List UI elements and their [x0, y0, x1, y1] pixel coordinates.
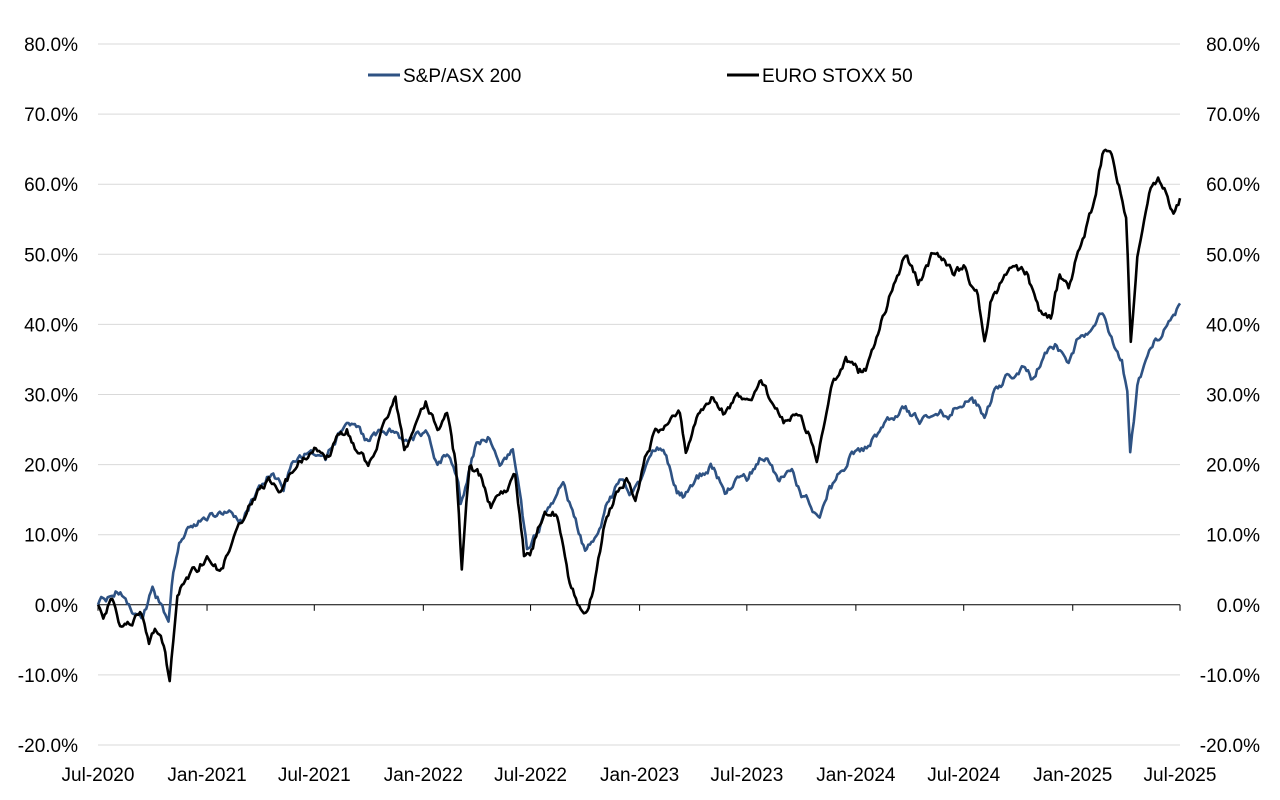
legend-label-asx: S&P/ASX 200	[403, 66, 521, 87]
x-tick-jul-2021: Jul-2021	[278, 765, 351, 786]
y-tick-right-10-0: 10.0%	[1206, 526, 1260, 547]
series-line-s-p-asx-200	[96, 302, 1182, 623]
y-tick-right-80-0: 80.0%	[1206, 35, 1260, 56]
y-tick-left-20-0: 20.0%	[24, 456, 78, 477]
y-tick-left-70-0: 70.0%	[24, 105, 78, 126]
y-tick-left-40-0: 40.0%	[24, 315, 78, 336]
y-tick-right-40-0: 40.0%	[1206, 315, 1260, 336]
y-tick-left-50-0: 50.0%	[24, 245, 78, 266]
x-tick-jul-2023: Jul-2023	[710, 765, 783, 786]
x-tick-jan-2021: Jan-2021	[167, 765, 246, 786]
y-tick-right-20-0: -20.0%	[1200, 736, 1260, 757]
x-axis-labels: Jul-2020 Jan-2021 Jul-2021 Jan-2022 Jul-2022…	[62, 765, 1217, 786]
y-tick-right-0-0: 0.0%	[1217, 596, 1260, 617]
x-tick-jul-2024: Jul-2024	[927, 765, 1000, 786]
y-tick-left-0-0: 0.0%	[35, 596, 78, 617]
y-tick-left-80-0: 80.0%	[24, 35, 78, 56]
y-tick-left-20-0: -20.0%	[18, 736, 78, 757]
y-axis-left: -20.0% -10.0% 0.0% 10.0% 20.0% 30.0% 40.0% 50.0…	[18, 35, 78, 757]
legend-item-asx: S&P/ASX 200	[368, 66, 521, 87]
y-tick-left-10-0: -10.0%	[18, 666, 78, 687]
x-tick-jul-2025: Jul-2025	[1144, 765, 1217, 786]
y-tick-right-70-0: 70.0%	[1206, 105, 1260, 126]
x-tick-jan-2022: Jan-2022	[384, 765, 463, 786]
x-tick-jan-2025: Jan-2025	[1033, 765, 1112, 786]
x-axis	[97, 604, 1181, 611]
x-tick-jan-2024: Jan-2024	[816, 765, 896, 786]
series-line-euro-stoxx-50	[96, 148, 1182, 683]
legend-item-eurostoxx: EURO STOXX 50	[727, 66, 913, 87]
x-tick-jul-2020: Jul-2020	[62, 765, 135, 786]
y-tick-left-30-0: 30.0%	[24, 386, 78, 407]
y-tick-left-60-0: 60.0%	[24, 175, 78, 196]
gridlines	[98, 43, 1180, 746]
series-lines	[96, 148, 1182, 683]
y-tick-right-30-0: 30.0%	[1206, 386, 1260, 407]
x-tick-jul-2022: Jul-2022	[494, 765, 567, 786]
y-tick-right-60-0: 60.0%	[1206, 175, 1260, 196]
y-tick-right-20-0: 20.0%	[1206, 456, 1260, 477]
x-tick-jan-2023: Jan-2023	[600, 765, 679, 786]
legend-label-eurostoxx: EURO STOXX 50	[762, 66, 913, 87]
y-tick-right-50-0: 50.0%	[1206, 245, 1260, 266]
y-tick-right-10-0: -10.0%	[1200, 666, 1260, 687]
y-tick-left-10-0: 10.0%	[24, 526, 78, 547]
y-axis-right: -20.0% -10.0% 0.0% 10.0% 20.0% 30.0% 40.0% 50.0…	[1200, 35, 1260, 757]
legend: S&P/ASX 200 EURO STOXX 50	[368, 66, 913, 87]
